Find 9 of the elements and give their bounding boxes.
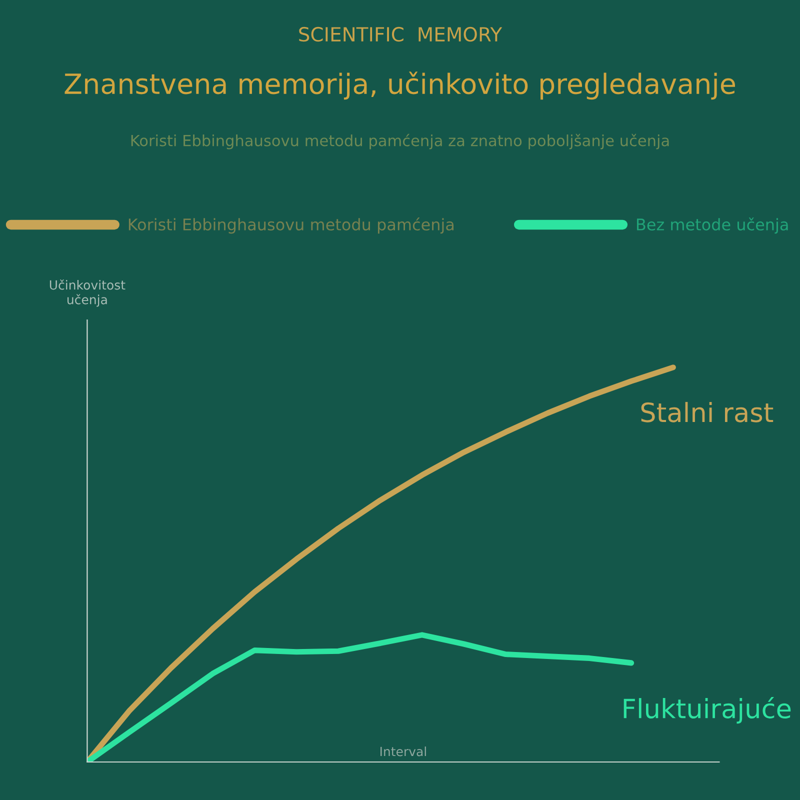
text: Bez metode učenja — [637, 218, 788, 234]
annotation: Stalni rast — [641, 402, 774, 422]
y-axis-title: Učinkovitost učenja — [50, 280, 126, 307]
chart-title: Znanstvena memorija, učinkovito pregledavanje — [64, 72, 736, 100]
chart-subtitle: Koristi Ebbinghausovu metodu pamćenja za znatno poboljšanje učenja — [131, 134, 669, 150]
text: Koristi Ebbinghausovu metodu pamćenja — [128, 218, 454, 234]
text: SCIENTIFIC MEMORY — [299, 26, 502, 42]
x-axis-title: Interval — [380, 746, 426, 756]
annotation: Fluktuirajuće — [624, 697, 791, 724]
